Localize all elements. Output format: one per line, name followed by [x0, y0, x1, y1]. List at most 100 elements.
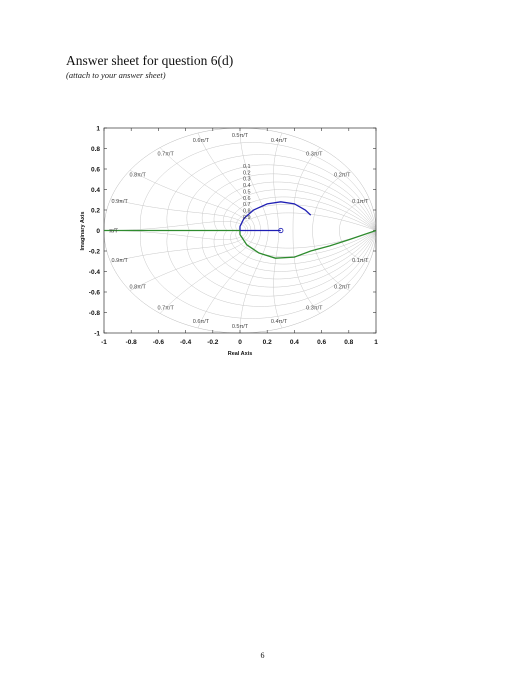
frequency-curve [129, 170, 252, 231]
frequency-grid-label: π/T [109, 229, 118, 235]
damping-grid-label: 0.7 [243, 202, 251, 208]
frequency-grid-label: 0.2π/T [334, 285, 351, 291]
page-number: 6 [260, 651, 265, 660]
damping-grid-label: 0.1 [243, 164, 251, 170]
damping-grid-label: 0.3 [243, 177, 251, 183]
frequency-curve [197, 230, 261, 329]
damping-curve [186, 164, 377, 231]
damping-grid-label: 0.5 [243, 189, 251, 195]
frequency-grid-label: 0.3π/T [306, 306, 323, 312]
frequency-grid-label: 0.1π/T [352, 199, 369, 205]
grid-labels: 0.5π/T0.4π/T0.6π/T0.3π/T0.7π/T0.2π/T0.8π… [109, 133, 369, 330]
frequency-curve [110, 198, 249, 231]
x-tick-label: -1 [101, 339, 107, 346]
y-tick-label: 0.8 [91, 146, 100, 153]
frequency-curve [339, 198, 370, 231]
damping-curve [166, 230, 377, 307]
frequency-curve [129, 230, 252, 291]
x-tick-label: 0.8 [344, 339, 353, 346]
damping-grid-label: 0.9 [243, 215, 251, 221]
frequency-curve [312, 230, 351, 291]
y-tick-label: 0.4 [91, 187, 100, 194]
x-tick-label: -0.8 [126, 339, 138, 346]
series-marker [278, 227, 284, 234]
frequency-curve [103, 230, 247, 240]
frequency-curve [273, 230, 283, 329]
frequency-curve [159, 147, 256, 231]
x-axis-label: Real Axis [228, 351, 253, 357]
frequency-curve [239, 127, 269, 231]
damping-grid-label: 0.6 [243, 196, 251, 202]
frequency-grid-label: 0.2π/T [334, 172, 351, 178]
y-tick-label: -0.2 [89, 248, 101, 255]
frequency-curve [103, 221, 247, 231]
damping-grid-label: 0.8 [243, 208, 251, 214]
frequency-grid-label: 0.3π/T [306, 151, 323, 157]
y-tick-label: 0.6 [91, 166, 100, 173]
frequency-curve [339, 230, 370, 263]
damping-curve [166, 154, 377, 231]
frequency-curve [159, 230, 256, 314]
x-tick-label: 1 [374, 339, 378, 346]
x-tick-label: -0.4 [180, 339, 192, 346]
damping-curve [186, 230, 377, 297]
frequency-curve [312, 170, 351, 231]
frequency-grid-label: 0.6π/T [193, 319, 210, 325]
damping-curve [223, 189, 377, 231]
damping-curve [238, 230, 377, 249]
damping-curve [235, 204, 377, 231]
y-tick-label: -0.6 [89, 289, 101, 296]
frequency-grid-label: 0.4π/T [271, 319, 288, 325]
damping-curve [201, 230, 377, 288]
frequency-grid-label: 0.1π/T [352, 258, 369, 264]
damping-curve [213, 230, 377, 280]
page-title: Answer sheet for question 6(d) [66, 53, 234, 68]
frequency-curve [273, 132, 283, 231]
y-tick-label: 0 [96, 228, 100, 235]
frequency-curve [292, 147, 321, 231]
x-tick-label: -0.6 [153, 339, 165, 346]
frequency-curve [197, 132, 261, 231]
y-tick-label: -0.8 [89, 310, 101, 317]
frequency-grid-label: 0.9π/T [112, 199, 129, 205]
series-layer [104, 201, 377, 259]
frequency-grid-label: 0.5π/T [232, 133, 249, 139]
y-ticks: 1 0.8 0.6 0.4 0.2 0 -0.2 -0.4 -0.6 -0.8 -1 [89, 125, 376, 337]
series-line [104, 229, 377, 259]
y-tick-label: 1 [96, 125, 100, 132]
x-tick-label: -0.2 [207, 339, 219, 346]
frequency-grid-label: 0.8π/T [130, 285, 147, 291]
y-tick-label: -1 [94, 330, 100, 337]
damping-curve [223, 230, 377, 272]
damping-curve [213, 181, 377, 231]
frequency-curve [239, 230, 269, 334]
x-tick-label: 0.2 [263, 339, 272, 346]
frequency-grid-label: 0.9π/T [112, 258, 129, 264]
frequency-grid-label: 0.6π/T [193, 138, 210, 144]
frequency-curve [292, 230, 321, 314]
frequency-grid-label: π/T [109, 229, 118, 235]
y-tick-label: 0.2 [91, 207, 100, 214]
y-tick-label: -0.4 [89, 269, 101, 276]
damping-curve [201, 173, 377, 231]
damping-curve [140, 142, 377, 231]
frequency-grid-label: 0.5π/T [232, 324, 249, 330]
frequency-grid-label: 0.7π/T [157, 151, 174, 157]
series-line [239, 201, 312, 231]
frequency-grid-label: 0.4π/T [271, 138, 288, 144]
grid-layer [103, 127, 377, 334]
page-subtitle: (attach to your answer sheet) [66, 70, 166, 80]
frequency-grid-label: 0.8π/T [130, 172, 147, 178]
x-ticks: -1 -0.8 -0.6 -0.4 -0.2 0 0.2 0.4 0.6 0.8 1 [101, 128, 378, 346]
damping-grid-label: 0.2 [243, 170, 251, 176]
x-tick-label: 0 [238, 339, 242, 346]
damping-curve [140, 230, 377, 319]
frequency-curve [110, 230, 249, 263]
x-tick-label: 0.6 [317, 339, 326, 346]
damping-grid-label: 0.4 [243, 183, 251, 189]
x-tick-label: 0.4 [290, 339, 299, 346]
frequency-grid-label: 0.7π/T [157, 306, 174, 312]
y-axis-label: Imaginary Axis [80, 212, 86, 251]
damping-curve [238, 212, 377, 231]
